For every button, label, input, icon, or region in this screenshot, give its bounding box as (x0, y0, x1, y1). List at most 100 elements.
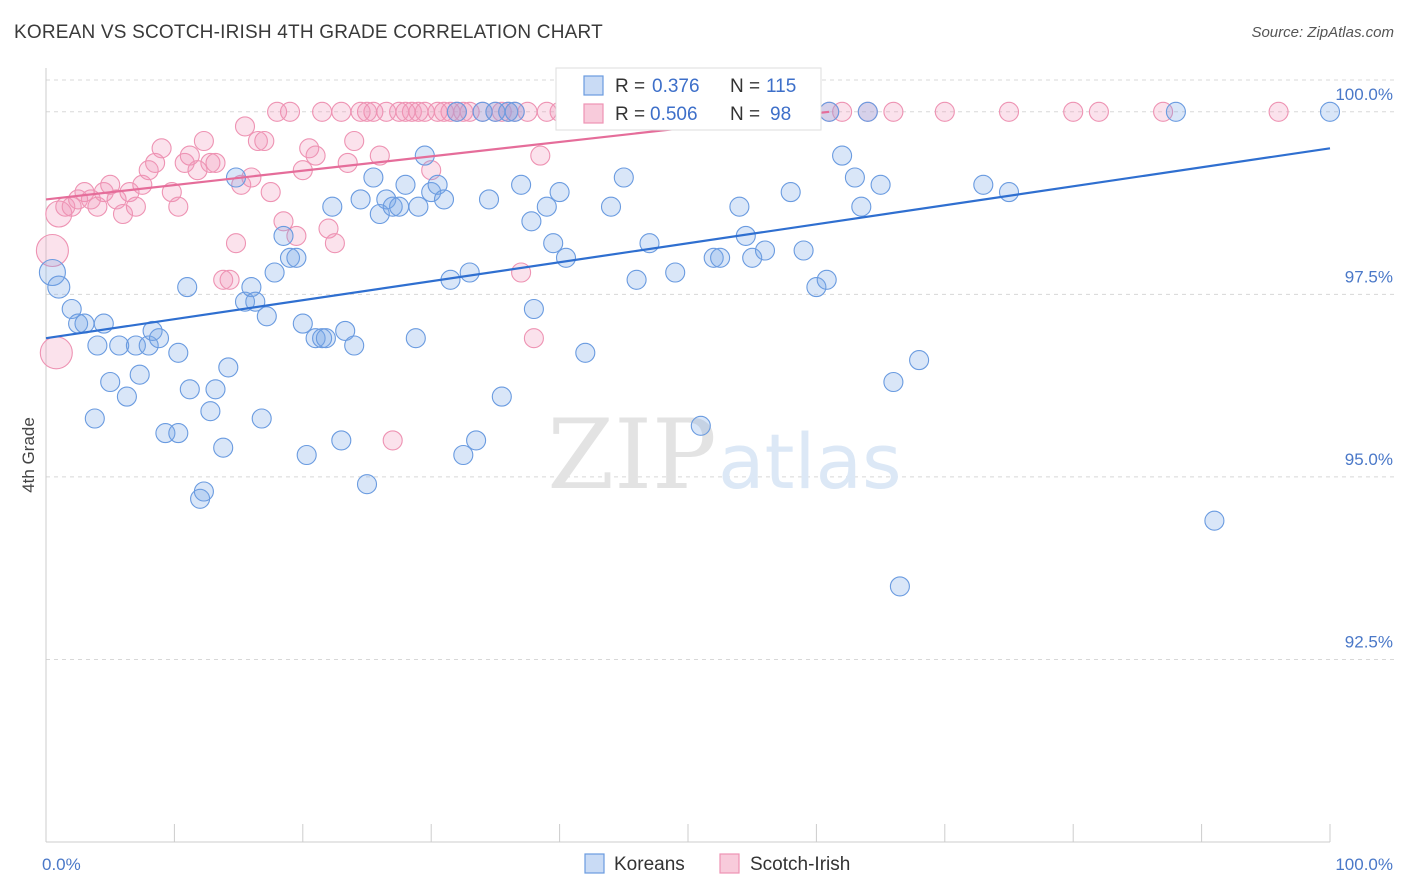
scotch-irish-point (331, 101, 352, 122)
korean-point (350, 189, 371, 210)
korean-point (168, 342, 189, 363)
scotch-irish-point (279, 101, 301, 122)
legend-n-value-koreans: 115 (766, 76, 796, 97)
korean-point (205, 379, 226, 400)
korean-point (793, 240, 814, 261)
bottom-legend-scotch-irish: Scotch-Irish (750, 854, 850, 875)
korean-point (286, 247, 307, 268)
korean-point (405, 328, 426, 349)
scotch-irish-point (193, 130, 214, 152)
legend-r-value-koreans: 0.376 (652, 76, 700, 97)
legend-n-value-scotch-irish: 98 (770, 104, 791, 125)
scotch-irish-point (344, 130, 365, 152)
korean-point (148, 328, 170, 349)
korean-point (109, 335, 130, 356)
korean-point (523, 298, 544, 320)
korean-point (806, 277, 827, 298)
korean-point (116, 386, 137, 407)
korean-point (356, 474, 378, 495)
korean-point (729, 196, 750, 217)
legend-r-value-scotch-irish: 0.506 (650, 104, 698, 125)
korean-point (613, 167, 634, 188)
legend-swatch-koreans (583, 75, 604, 96)
korean-point (446, 101, 467, 122)
korean-point (193, 481, 214, 502)
korean-point (395, 174, 416, 195)
korean-point (279, 247, 301, 268)
korean-point (504, 101, 525, 122)
korean-point (478, 189, 500, 210)
korean-point (74, 313, 95, 334)
korean-point (264, 262, 285, 283)
korean-point (555, 247, 577, 268)
scotch-irish-point (305, 145, 326, 166)
watermark-zip: ZIP (547, 399, 716, 511)
scotch-irish-point (260, 182, 281, 203)
korean-point (851, 196, 872, 217)
scotch-irish-point (1088, 101, 1109, 122)
korean-point (626, 269, 647, 290)
scotch-irish-point (174, 152, 195, 173)
korean-point (408, 196, 429, 217)
scotch-irish-point (254, 130, 275, 152)
korean-point (305, 328, 326, 349)
x-tick-label-min: 0.0% (42, 855, 81, 874)
korean-point (47, 275, 71, 299)
korean-point (363, 167, 384, 188)
korean-point (1204, 510, 1225, 531)
korean-point (315, 328, 336, 349)
scotch-irish-point (234, 116, 256, 137)
korean-point (433, 189, 455, 210)
legend-r-label-koreans: R = (615, 76, 645, 97)
korean-point (459, 262, 480, 283)
watermark: ZIP atlas (547, 399, 901, 511)
bottom-legend-swatch-scotch-irish (719, 853, 740, 874)
korean-point (780, 182, 801, 203)
korean-point (511, 174, 532, 195)
korean-point (100, 371, 121, 393)
legend-swatch-scotch-irish (583, 103, 604, 124)
scotch-irish-point (39, 336, 73, 370)
korean-point (889, 576, 910, 597)
korean-point (665, 262, 686, 283)
scotch-irish-point (151, 138, 172, 159)
series-legend: Koreans Scotch-Irish (584, 853, 850, 875)
korean-point (521, 211, 542, 232)
korean-point (251, 408, 272, 429)
korean-point (816, 269, 837, 290)
scotch-irish-point (125, 196, 146, 217)
legend-n-label-scotch-irish: N = (730, 104, 760, 125)
y-tick-label: 95.0% (1345, 450, 1393, 469)
scotch-irish-point (369, 145, 390, 166)
korean-point (322, 196, 343, 217)
scotch-irish-point (1063, 101, 1084, 122)
korean-point (498, 101, 519, 122)
korean-point (575, 342, 596, 363)
korean-trend-line (45, 147, 1331, 340)
korean-point (389, 196, 410, 217)
korean-point (703, 247, 724, 268)
korean-point (335, 320, 356, 341)
korean-point (844, 167, 865, 188)
korean-point (213, 437, 234, 458)
korean-point (1165, 101, 1186, 122)
korean-point (543, 233, 564, 254)
scotch-irish-point (382, 430, 403, 451)
korean-point (38, 258, 66, 287)
korean-point (168, 423, 189, 444)
korean-point (600, 196, 622, 217)
source-credit: Source: ZipAtlas.com (1251, 24, 1394, 41)
scotch-irish-point (247, 130, 268, 152)
scotch-irish-point (530, 145, 551, 166)
scotch-irish-point (205, 152, 226, 173)
korean-point (870, 174, 891, 195)
scotch-irish-point (337, 152, 358, 173)
scotch-irish-point (112, 203, 134, 225)
axes (45, 68, 1331, 843)
tick-labels: 92.5% 95.0% 97.5% 100.0% 0.0% 100.0% (42, 85, 1393, 874)
scotch-irish-point (273, 211, 294, 232)
korean-point (177, 277, 198, 298)
korean-point (129, 364, 150, 385)
korean-point (536, 196, 557, 217)
